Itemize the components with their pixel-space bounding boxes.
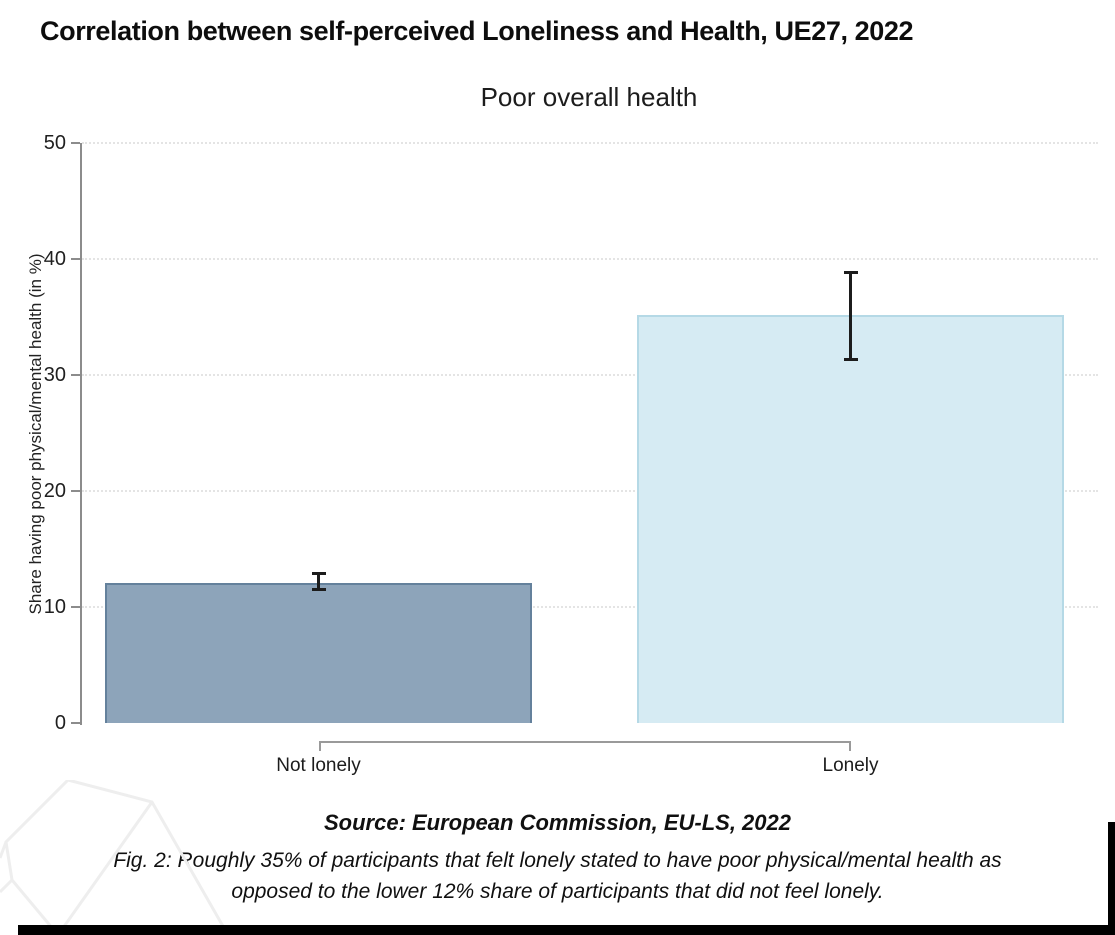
gridline-30 (82, 374, 1098, 376)
screenshot-right-border (1108, 822, 1115, 935)
bar-lonely (637, 314, 1064, 723)
bar-not-lonely (105, 582, 532, 723)
figure-caption-line2: opposed to the lower 12% share of partic… (231, 880, 884, 903)
gridline-40 (82, 258, 1098, 260)
y-tick-label-30: 30 (43, 364, 66, 386)
error-bar-cap-top-0 (311, 572, 326, 576)
figure-caption-line1: Fig. 2: Roughly 35% of participants that… (113, 849, 1002, 872)
y-tick-40 (71, 258, 80, 260)
x-axis-bracket (318, 741, 851, 743)
x-axis-bracket-tick-right (848, 741, 851, 751)
y-tick-label-20: 20 (43, 480, 66, 502)
y-tick-label-40: 40 (43, 248, 66, 270)
error-bar-cap-top-1 (843, 270, 858, 274)
y-tick-label-10: 10 (43, 596, 66, 618)
y-tick-label-0: 0 (54, 712, 66, 734)
error-bar-cap-bottom-1 (843, 357, 858, 361)
figure-caption: Fig. 2: Roughly 35% of participants that… (40, 845, 1075, 907)
gridline-50 (82, 142, 1098, 144)
y-tick-50 (71, 142, 80, 144)
y-axis-line (80, 143, 82, 725)
y-tick-label-50: 50 (43, 132, 66, 154)
x-axis-bracket-tick-left (318, 741, 321, 751)
x-category-label-lonely: Lonely (822, 755, 879, 776)
error-bar-cap-bottom-0 (311, 587, 326, 591)
error-bar-line-1 (849, 271, 852, 360)
y-tick-10 (71, 606, 80, 608)
figure-title: Correlation between self-perceived Lonel… (40, 16, 914, 46)
gridline-10 (82, 606, 1098, 608)
x-category-label-not-lonely: Not lonely (276, 755, 361, 776)
y-tick-20 (71, 490, 80, 492)
error-bar-line-0 (317, 573, 320, 590)
screenshot-bottom-border (18, 925, 1115, 935)
chart-title: Poor overall health (480, 82, 698, 112)
y-tick-0 (71, 722, 80, 724)
gridline-20 (82, 490, 1098, 492)
source-note: Source: European Commission, EU-LS, 2022 (323, 810, 791, 835)
y-tick-30 (71, 374, 80, 376)
